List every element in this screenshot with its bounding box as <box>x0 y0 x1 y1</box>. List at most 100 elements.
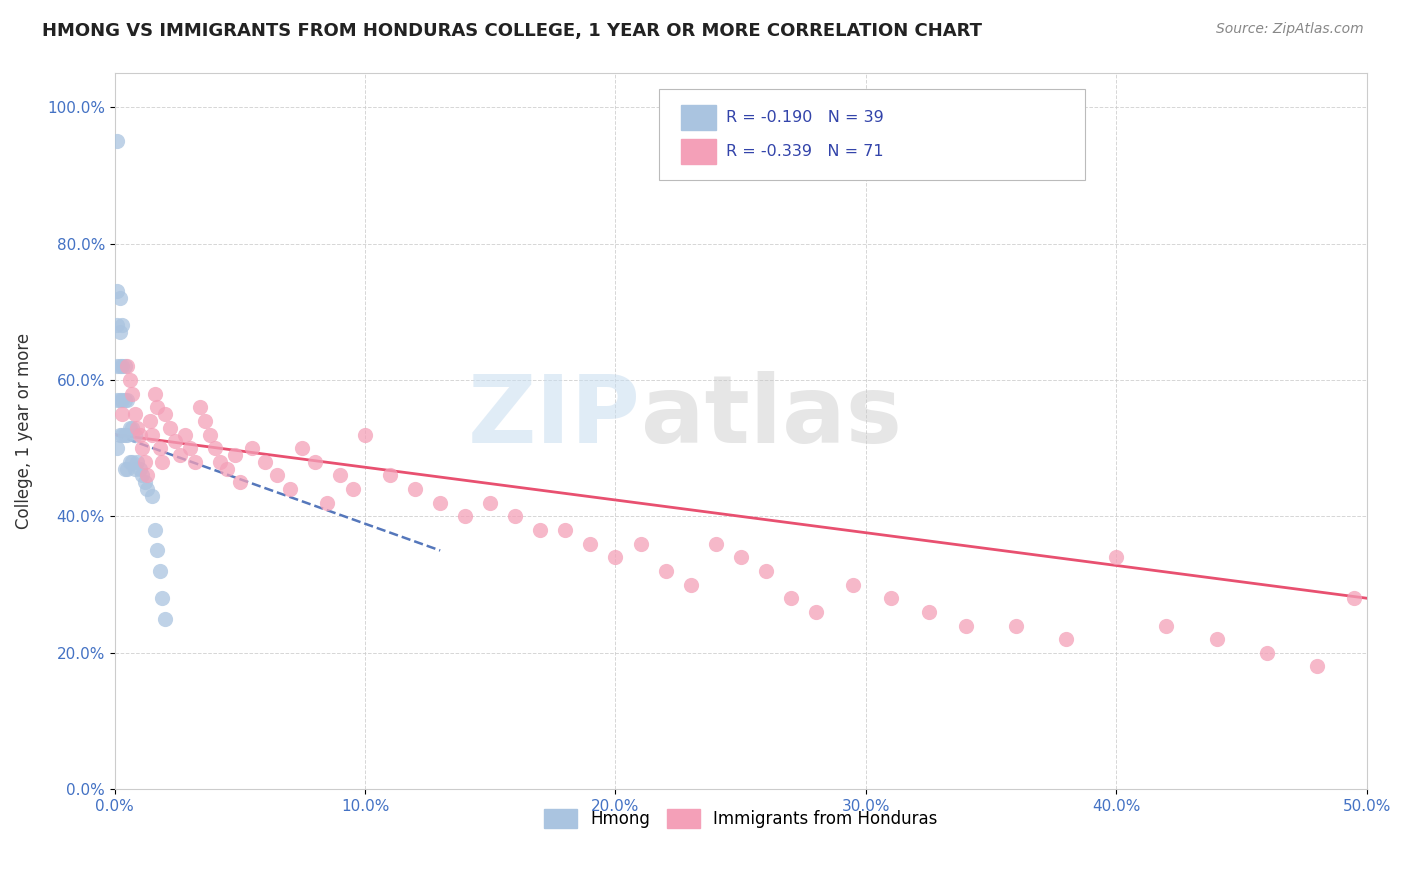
Point <box>605 550 627 565</box>
Point <box>150 591 173 606</box>
Point <box>159 420 181 434</box>
Point <box>579 536 602 550</box>
Point <box>150 455 173 469</box>
Point <box>131 441 153 455</box>
Point <box>354 427 377 442</box>
Point <box>217 461 239 475</box>
Point <box>153 612 176 626</box>
Point <box>291 441 314 455</box>
Point <box>115 393 138 408</box>
Point <box>114 461 136 475</box>
Point <box>114 393 136 408</box>
Point <box>278 482 301 496</box>
Point <box>118 373 141 387</box>
Point <box>141 427 163 442</box>
Text: atlas: atlas <box>641 371 901 463</box>
Point <box>115 461 138 475</box>
Point <box>136 468 159 483</box>
Point <box>429 496 451 510</box>
Point <box>1256 646 1278 660</box>
Point <box>121 386 143 401</box>
Point <box>654 564 676 578</box>
Point <box>136 482 159 496</box>
Text: HMONG VS IMMIGRANTS FROM HONDURAS COLLEGE, 1 YEAR OR MORE CORRELATION CHART: HMONG VS IMMIGRANTS FROM HONDURAS COLLEG… <box>42 22 983 40</box>
Point <box>188 401 211 415</box>
Point <box>146 401 169 415</box>
Point <box>128 461 150 475</box>
Point <box>1156 618 1178 632</box>
Point <box>134 455 156 469</box>
Point <box>128 427 150 442</box>
Legend: Hmong, Immigrants from Honduras: Hmong, Immigrants from Honduras <box>537 802 945 835</box>
Point <box>124 461 146 475</box>
Point <box>1306 659 1329 673</box>
Point <box>105 285 128 299</box>
Point <box>253 455 276 469</box>
Point <box>378 468 401 483</box>
Point <box>105 393 128 408</box>
Point <box>804 605 827 619</box>
Text: R = -0.339   N = 71: R = -0.339 N = 71 <box>725 144 883 159</box>
Point <box>108 427 131 442</box>
Point <box>184 455 207 469</box>
Point <box>111 318 134 333</box>
Point <box>630 536 652 550</box>
Point <box>127 455 149 469</box>
Point <box>146 543 169 558</box>
Point <box>169 448 191 462</box>
Point <box>917 605 939 619</box>
Point <box>115 427 138 442</box>
Point <box>111 427 134 442</box>
Point <box>304 455 326 469</box>
Point <box>111 359 134 374</box>
Point <box>108 359 131 374</box>
Text: R = -0.190   N = 39: R = -0.190 N = 39 <box>725 110 883 125</box>
Point <box>124 407 146 421</box>
Point <box>105 318 128 333</box>
Point <box>266 468 288 483</box>
Point <box>111 407 134 421</box>
FancyBboxPatch shape <box>659 88 1085 180</box>
Point <box>108 393 131 408</box>
Point <box>105 441 128 455</box>
Point <box>138 414 160 428</box>
Point <box>880 591 903 606</box>
Point <box>115 359 138 374</box>
Point <box>121 420 143 434</box>
Bar <box>681 139 716 164</box>
Point <box>404 482 426 496</box>
Point <box>131 468 153 483</box>
Point <box>679 577 702 591</box>
Point <box>111 393 134 408</box>
Point <box>554 523 576 537</box>
Point <box>224 448 246 462</box>
Point <box>229 475 252 490</box>
Point <box>163 434 186 449</box>
Point <box>114 427 136 442</box>
Point <box>179 441 201 455</box>
Y-axis label: College, 1 year or more: College, 1 year or more <box>15 333 32 529</box>
Point <box>842 577 865 591</box>
Point <box>108 325 131 339</box>
Point <box>316 496 339 510</box>
Point <box>173 427 195 442</box>
Point <box>240 441 263 455</box>
Point <box>127 420 149 434</box>
Point <box>134 475 156 490</box>
Point <box>105 359 128 374</box>
Point <box>141 489 163 503</box>
Point <box>454 509 477 524</box>
Point <box>1105 550 1128 565</box>
Point <box>1054 632 1077 647</box>
Point <box>479 496 502 510</box>
Point <box>208 455 231 469</box>
Point <box>955 618 977 632</box>
Point <box>118 455 141 469</box>
Point <box>194 414 217 428</box>
Point <box>505 509 527 524</box>
Text: ZIP: ZIP <box>468 371 641 463</box>
Point <box>204 441 226 455</box>
Bar <box>681 105 716 130</box>
Point <box>730 550 752 565</box>
Point <box>121 455 143 469</box>
